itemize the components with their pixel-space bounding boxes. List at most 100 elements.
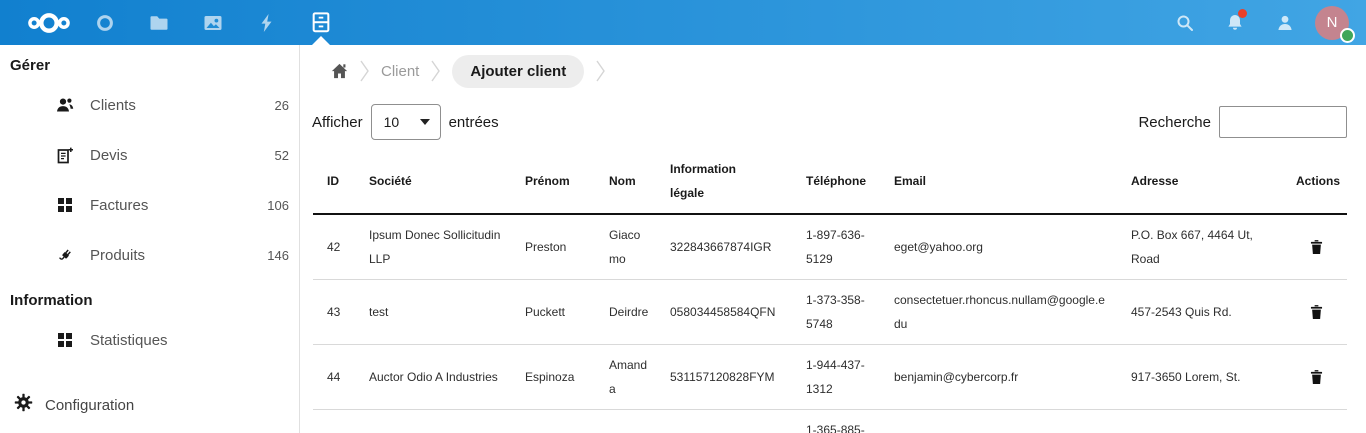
factures-count-badge: 106 <box>267 197 289 213</box>
table-row: 43 test Puckett Deirdre 058034458584QFN … <box>313 280 1347 345</box>
search-label: Recherche <box>1138 113 1211 131</box>
col-header-id[interactable]: ID <box>327 174 339 188</box>
breadcrumb-client[interactable]: Client <box>381 62 420 80</box>
users-icon <box>55 97 75 113</box>
online-status-dot <box>1340 28 1355 43</box>
cell-actions <box>1282 280 1347 344</box>
notification-dot <box>1238 9 1247 18</box>
cell-nom: Giacomo <box>609 228 641 266</box>
sidebar-item-produits[interactable]: Produits 146 <box>0 230 299 280</box>
col-header-actions: Actions <box>1296 174 1341 188</box>
photos-icon <box>204 15 222 30</box>
cell-information-legale: 531157120828FYM <box>670 370 775 384</box>
sidebar-item-label: Configuration <box>45 396 135 414</box>
cell-prenom: Preston <box>525 240 567 254</box>
delete-button[interactable] <box>1310 304 1323 320</box>
cell-telephone: 1-373-358-5748 <box>806 293 865 331</box>
sidebar-item-clients[interactable]: Clients 26 <box>0 80 299 130</box>
col-header-telephone[interactable]: Téléphone <box>806 174 867 188</box>
breadcrumb-ajouter-client[interactable]: Ajouter client <box>452 54 585 88</box>
trash-icon <box>1310 370 1323 384</box>
cell-nom: Odette <box>595 410 656 433</box>
delete-button[interactable] <box>1310 239 1323 255</box>
app-files[interactable] <box>132 0 186 45</box>
col-header-adresse[interactable]: Adresse <box>1131 174 1179 188</box>
col-header-email[interactable]: Email <box>894 174 927 188</box>
cell-prenom: Puckett <box>525 305 566 319</box>
cell-societe: Auctor Odio A Industries <box>369 370 498 384</box>
cell-actions <box>1282 215 1347 279</box>
sidebar-item-devis[interactable]: Devis 52 <box>0 130 299 180</box>
sidebar-item-label: Clients <box>90 96 136 114</box>
sidebar-item-factures[interactable]: Factures 106 <box>0 180 299 230</box>
app-photos[interactable] <box>186 0 240 45</box>
cell-societe: test <box>369 305 389 319</box>
page-size-value: 10 <box>383 114 400 130</box>
col-header-prenom[interactable]: Prénom <box>525 174 570 188</box>
nextcloud-logo-icon <box>28 12 70 33</box>
cell-telephone: 1-944-437-1312 <box>806 358 865 396</box>
cell-email: dictum.cursus@yahoo.edu <box>880 410 1117 433</box>
sidebar-item-label: Devis <box>90 146 128 164</box>
sidebar-heading-information: Information <box>10 292 93 309</box>
cell-information-legale: 058034458584QFN <box>670 305 776 319</box>
cell-adresse: Ap #698-3925 Sociis St. <box>1117 410 1282 433</box>
page-size-select[interactable]: 10 <box>370 104 441 140</box>
cell-id: 44 <box>327 370 341 384</box>
user-menu[interactable]: N <box>1310 0 1355 45</box>
table-row: 42 Ipsum Donec Sollicitudin LLP Preston … <box>313 215 1347 280</box>
nextcloud-logo[interactable] <box>20 0 78 45</box>
circle-icon <box>97 14 113 31</box>
cell-nom: Amanda <box>609 358 648 396</box>
sidebar-item-label: Produits <box>90 246 146 264</box>
col-header-societe[interactable]: Société <box>369 174 412 188</box>
trash-icon <box>1310 240 1323 254</box>
entries-label: entrées <box>448 113 499 131</box>
cell-information-legale: 322843667874IGR <box>670 240 772 254</box>
col-header-information-legale[interactable]: Information légale <box>670 162 736 200</box>
grid-icon <box>55 197 75 213</box>
home-icon <box>331 63 348 79</box>
cell-id: 43 <box>327 305 341 319</box>
cell-email: consectetuer.rhoncus.nullam@google.edu <box>894 293 1105 331</box>
cell-adresse: 457-2543 Quis Rd. <box>1131 305 1232 319</box>
main-content: Client Ajouter client Afficher 10 entrée… <box>301 45 1366 433</box>
search-button[interactable] <box>1160 0 1210 45</box>
lightning-icon <box>261 13 272 32</box>
contacts-button[interactable] <box>1260 0 1310 45</box>
app-launcher <box>0 0 1366 45</box>
chevron-right-icon <box>430 58 441 84</box>
notifications-button[interactable] <box>1210 0 1260 45</box>
clients-count-badge: 26 <box>274 97 289 113</box>
breadcrumb: Client Ajouter client <box>301 45 1366 97</box>
search-icon <box>1177 15 1193 31</box>
sidebar-item-label: Statistiques <box>90 331 168 349</box>
search-group: Recherche <box>1138 106 1347 138</box>
trash-icon <box>1310 305 1323 319</box>
col-header-nom[interactable]: Nom <box>609 174 636 188</box>
user-icon <box>1278 15 1292 30</box>
cell-prenom: Dawson <box>511 410 595 433</box>
table-body: 42 Ipsum Donec Sollicitudin LLP Preston … <box>313 215 1347 433</box>
cell-id: 45 <box>313 410 355 433</box>
cell-nom: Deirdre <box>609 305 649 319</box>
app-invoices-active[interactable] <box>294 0 348 45</box>
search-input[interactable] <box>1219 106 1347 138</box>
chevron-right-icon <box>595 58 606 84</box>
sidebar-item-statistiques[interactable]: Statistiques <box>0 315 299 365</box>
cell-telephone: 1-365-885-2143 <box>806 423 865 433</box>
table-row: 45 Donec Foundation Dawson Odette 466143… <box>313 410 1347 433</box>
table-header-row: ID Société Prénom Nom Information légale… <box>313 149 1347 215</box>
cell-actions <box>1282 345 1347 409</box>
breadcrumb-home[interactable] <box>331 63 348 79</box>
cell-adresse: P.O. Box 667, 4464 Ut, Road <box>1131 228 1253 266</box>
show-label: Afficher <box>312 113 363 131</box>
sidebar-item-configuration[interactable]: Configuration <box>0 383 299 427</box>
grid-icon <box>55 332 75 348</box>
app-dashboard[interactable] <box>78 0 132 45</box>
cell-adresse: 917-3650 Lorem, St. <box>1131 370 1241 384</box>
delete-button[interactable] <box>1310 369 1323 385</box>
topbar-right: N <box>1160 0 1355 45</box>
app-activity[interactable] <box>240 0 294 45</box>
sidebar-heading-gerer: Gérer <box>10 57 51 74</box>
